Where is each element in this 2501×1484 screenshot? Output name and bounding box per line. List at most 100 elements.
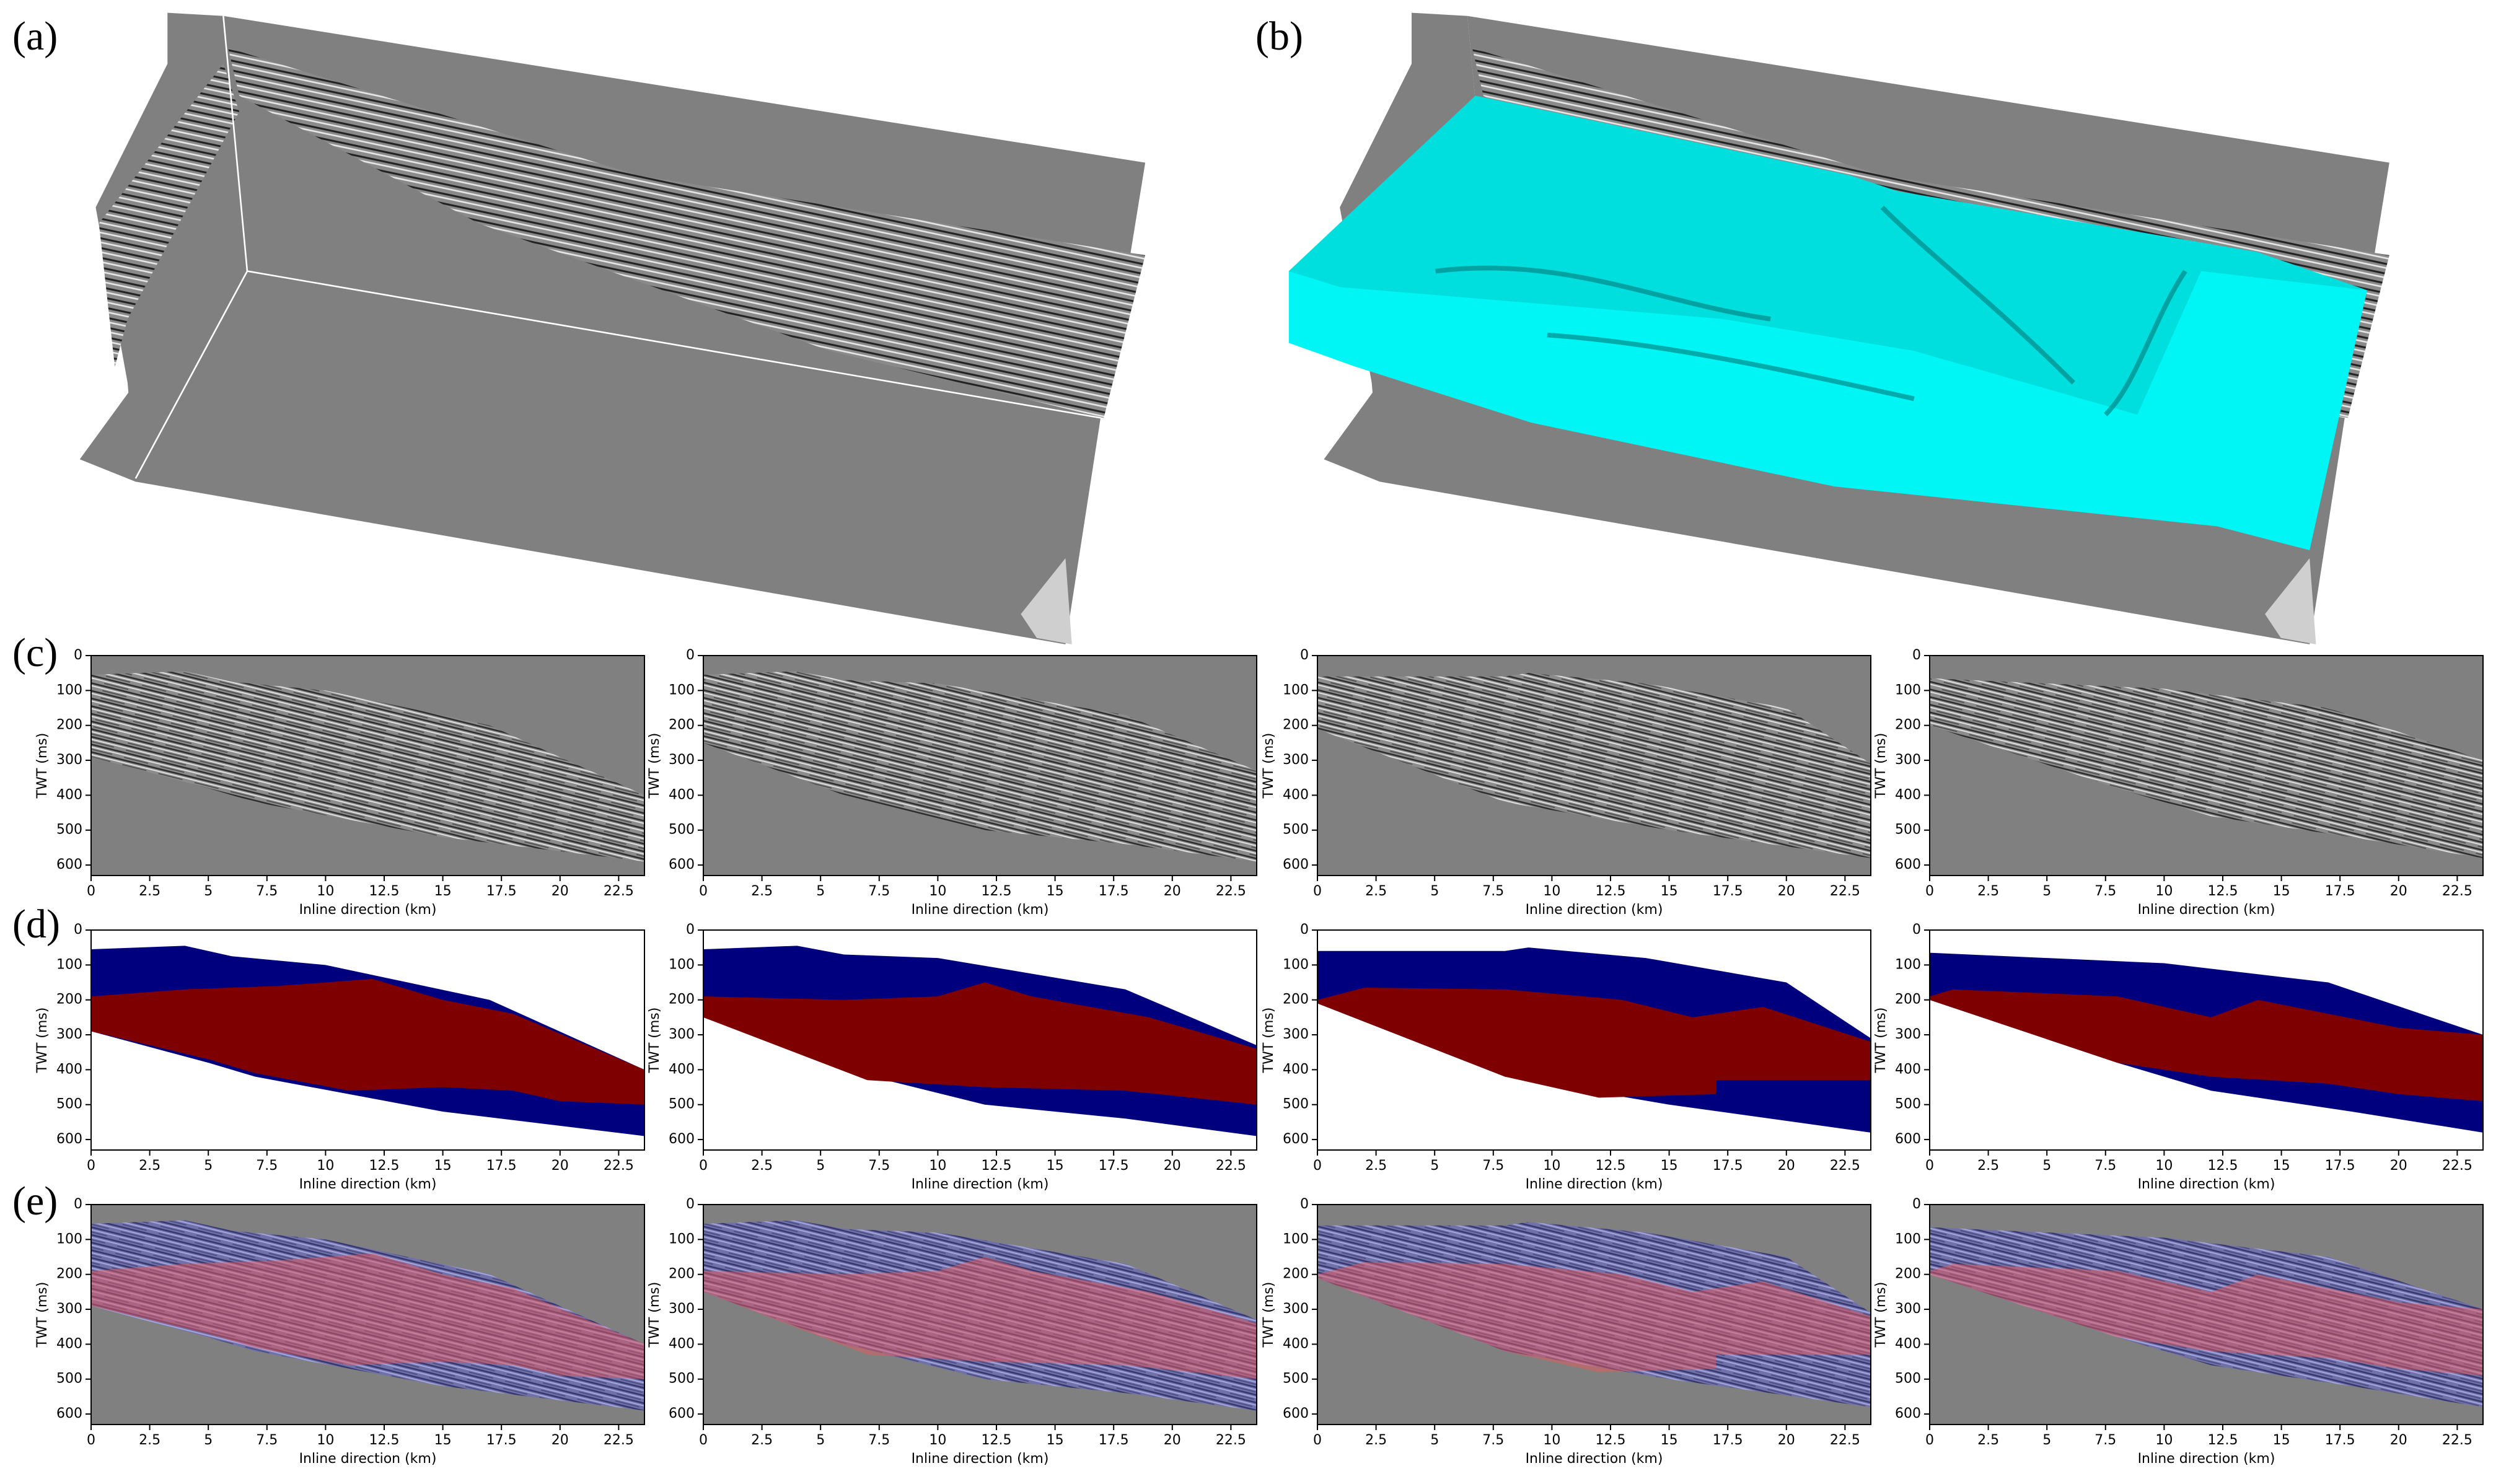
y-axis-label: TWT (ms)	[35, 733, 50, 799]
y-tick-label: 400	[1283, 787, 1309, 802]
plot-frame	[1317, 655, 1871, 876]
panel-label: (b)	[1255, 14, 1303, 59]
x-tick-label: 7.5	[868, 1433, 890, 1448]
subplot: 0 2.5 5 7.5 10 12.5 15 17.5 20 22.5 0 100 200 300 400 5…	[35, 648, 645, 918]
y-tick-label: 200	[1895, 992, 1921, 1008]
x-tick-label: 15	[1661, 1158, 1678, 1174]
seismic-section	[91, 671, 644, 862]
x-tick-label: 20	[552, 884, 569, 899]
y-tick-label: 600	[56, 1406, 82, 1421]
x-tick-label: 5	[204, 1433, 213, 1448]
y-tick-label: 400	[1283, 1336, 1309, 1351]
y-tick-label: 400	[669, 787, 695, 802]
x-tick-label: 15	[1047, 884, 1064, 899]
x-axis-label: Inline direction (km)	[2138, 1177, 2275, 1192]
overlay-red	[91, 1253, 644, 1379]
x-tick-label: 0	[1925, 1433, 1934, 1448]
x-tick-label: 10	[929, 884, 946, 899]
subplot: 0 2.5 5 7.5 10 12.5 15 17.5 20 22.5 0 100 200 300 400 5…	[1261, 1196, 1871, 1467]
y-tick-label: 500	[1895, 1371, 1921, 1387]
subplot: 0 2.5 5 7.5 10 12.5 15 17.5 20 22.5 0 100 200 300 400 5…	[35, 922, 645, 1192]
x-tick-label: 17.5	[1099, 1433, 1129, 1448]
x-tick-label: 20	[552, 1433, 569, 1448]
y-tick-label: 300	[1283, 752, 1309, 768]
x-tick-label: 22.5	[1216, 1158, 1246, 1174]
x-tick-label: 2.5	[1365, 1158, 1387, 1174]
x-tick-label: 20	[1164, 884, 1181, 899]
x-tick-label: 17.5	[1099, 884, 1129, 899]
x-axis-label: Inline direction (km)	[912, 902, 1049, 918]
x-tick-label: 0	[87, 1433, 95, 1448]
y-tick-label: 300	[669, 1027, 695, 1042]
x-tick-label: 20	[1778, 884, 1795, 899]
overlay-red	[703, 1257, 1257, 1379]
x-tick-label: 0	[1313, 1433, 1322, 1448]
facies-red	[703, 982, 1257, 1105]
plot-frame	[90, 1204, 645, 1425]
y-tick-label: 100	[1283, 957, 1309, 972]
seismic-section	[1317, 673, 1871, 858]
y-tick-label: 200	[669, 992, 695, 1008]
x-tick-label: 10	[317, 884, 334, 899]
y-tick-label: 200	[1283, 718, 1309, 733]
y-tick-label: 400	[1283, 1061, 1309, 1077]
x-tick-label: 7.5	[1482, 1433, 1504, 1448]
x-tick-label: 0	[699, 884, 708, 899]
y-tick-label: 600	[1895, 857, 1921, 872]
x-tick-label: 2.5	[139, 1158, 160, 1174]
x-axis-label: Inline direction (km)	[2138, 902, 2275, 918]
y-tick-label: 200	[1895, 1267, 1921, 1282]
y-tick-label: 0	[74, 648, 82, 663]
y-tick-label: 500	[669, 1097, 695, 1112]
y-tick-label: 0	[1300, 648, 1309, 663]
x-tick-label: 2.5	[751, 1433, 773, 1448]
x-axis-label: Inline direction (km)	[912, 1177, 1049, 1192]
x-tick-label: 7.5	[256, 884, 278, 899]
subplot: 0 2.5 5 7.5 10 12.5 15 17.5 20 22.5 0 100 200 300 400 5…	[1873, 1196, 2484, 1467]
surface-top	[1288, 95, 2367, 415]
x-tick-label: 22.5	[2442, 1433, 2472, 1448]
x-tick-label: 20	[2390, 1158, 2407, 1174]
facies-red	[91, 978, 644, 1105]
y-tick-label: 500	[1283, 1371, 1309, 1387]
x-tick-label: 12.5	[369, 1158, 399, 1174]
x-tick-label: 10	[929, 1158, 946, 1174]
image-area	[703, 1205, 1257, 1425]
x-tick-label: 2.5	[751, 1158, 773, 1174]
plot-frame	[703, 929, 1257, 1151]
y-tick-label: 200	[669, 1267, 695, 1282]
y-tick-label: 200	[56, 992, 82, 1008]
x-tick-label: 17.5	[1713, 884, 1743, 899]
overlay-red	[1317, 1262, 1871, 1372]
y-tick-label: 600	[1895, 1131, 1921, 1147]
corner-patch	[1021, 558, 1072, 644]
x-tick-label: 7.5	[2094, 1433, 2116, 1448]
panel-b-render	[1288, 12, 2389, 644]
x-tick-label: 12.5	[981, 884, 1011, 899]
y-tick-label: 0	[74, 1196, 82, 1212]
x-tick-label: 7.5	[2094, 884, 2116, 899]
subplot: 0 2.5 5 7.5 10 12.5 15 17.5 20 22.5 0 100 200 300 400 5…	[1261, 922, 1871, 1192]
x-tick-label: 20	[1778, 1433, 1795, 1448]
x-tick-label: 0	[1925, 884, 1934, 899]
x-tick-label: 7.5	[256, 1158, 278, 1174]
x-tick-label: 22.5	[1830, 1433, 1860, 1448]
x-axis-label: Inline direction (km)	[1526, 1177, 1663, 1192]
y-tick-label: 400	[1895, 787, 1921, 802]
x-tick-label: 15	[1047, 1433, 1064, 1448]
x-tick-label: 15	[1661, 884, 1678, 899]
x-tick-label: 12.5	[2207, 1158, 2238, 1174]
subplot: 0 2.5 5 7.5 10 12.5 15 17.5 20 22.5 0 100 200 300 400 5…	[647, 648, 1257, 918]
y-axis-label: TWT (ms)	[1261, 1282, 1277, 1348]
panel-label: (a)	[12, 14, 58, 59]
y-tick-label: 500	[669, 822, 695, 838]
x-tick-label: 0	[1925, 1158, 1934, 1174]
y-axis-label: TWT (ms)	[1873, 733, 1889, 799]
image-area	[1317, 1205, 1871, 1425]
x-tick-label: 5	[2042, 1433, 2051, 1448]
y-tick-label: 300	[1895, 1301, 1921, 1317]
x-tick-label: 15	[2273, 884, 2290, 899]
y-axis-label: TWT (ms)	[647, 1282, 662, 1348]
overlay-red	[1930, 1263, 2483, 1376]
y-tick-label: 200	[1895, 718, 1921, 733]
